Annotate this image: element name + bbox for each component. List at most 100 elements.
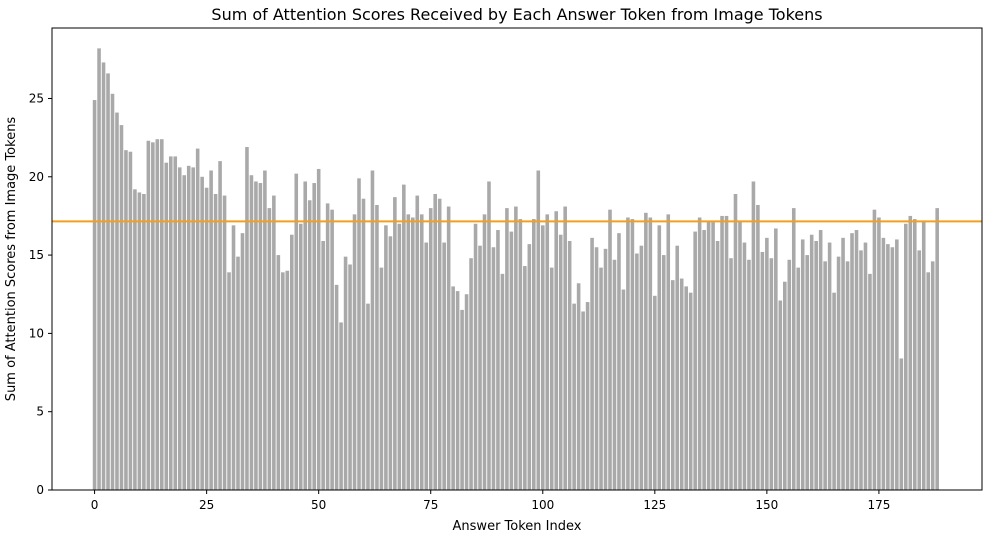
bar-137 bbox=[706, 220, 711, 491]
bar-35 bbox=[249, 175, 254, 490]
bar-95 bbox=[518, 219, 523, 491]
x-tick-label-175: 175 bbox=[867, 498, 890, 512]
bar-158 bbox=[800, 239, 805, 490]
bar-42 bbox=[281, 272, 285, 490]
bar-116 bbox=[612, 259, 617, 490]
bar-29 bbox=[222, 195, 227, 490]
bar-118 bbox=[621, 289, 626, 490]
bar-109 bbox=[581, 311, 585, 490]
bar-19 bbox=[177, 167, 182, 490]
bar-30 bbox=[227, 272, 231, 490]
bar-161 bbox=[814, 240, 818, 490]
bar-138 bbox=[711, 222, 715, 491]
bar-55 bbox=[339, 322, 343, 490]
bar-160 bbox=[809, 234, 814, 490]
bar-141 bbox=[724, 215, 729, 491]
bar-68 bbox=[397, 223, 402, 491]
bar-54 bbox=[334, 284, 339, 490]
y-tick-label-0: 0 bbox=[36, 483, 44, 497]
bar-9 bbox=[133, 189, 137, 490]
bar-17 bbox=[168, 156, 173, 490]
y-axis-label: Sum of Attention Scores from Image Token… bbox=[4, 117, 19, 402]
bar-130 bbox=[675, 245, 680, 490]
bar-127 bbox=[661, 255, 666, 490]
bar-188 bbox=[935, 208, 939, 491]
bar-10 bbox=[137, 192, 142, 490]
bar-36 bbox=[254, 181, 258, 490]
plot-frame bbox=[51, 27, 983, 491]
bar-106 bbox=[567, 240, 572, 490]
bar-38 bbox=[263, 170, 267, 490]
bar-56 bbox=[343, 256, 348, 490]
bar-102 bbox=[549, 267, 554, 490]
bar-129 bbox=[670, 280, 675, 490]
bar-101 bbox=[545, 214, 550, 491]
bar-125 bbox=[653, 295, 657, 490]
bar-76 bbox=[433, 194, 437, 490]
bar-27 bbox=[213, 194, 218, 490]
bar-43 bbox=[285, 270, 290, 490]
bar-52 bbox=[325, 203, 330, 491]
bar-177 bbox=[886, 244, 890, 490]
bar-136 bbox=[702, 230, 706, 491]
x-tick-label-25: 25 bbox=[199, 498, 214, 512]
bar-11 bbox=[142, 194, 146, 490]
x-tick-label-150: 150 bbox=[755, 498, 778, 512]
bar-66 bbox=[388, 236, 393, 490]
bar-114 bbox=[603, 248, 608, 490]
bar-58 bbox=[352, 214, 357, 491]
bar-131 bbox=[679, 278, 684, 490]
x-tick-label-125: 125 bbox=[643, 498, 666, 512]
bar-112 bbox=[594, 247, 599, 490]
bar-154 bbox=[783, 281, 787, 490]
bar-99 bbox=[536, 170, 541, 490]
bar-103 bbox=[554, 211, 559, 491]
bar-173 bbox=[868, 273, 872, 490]
bar-67 bbox=[393, 197, 397, 490]
bar-186 bbox=[926, 272, 931, 490]
bar-94 bbox=[514, 206, 518, 491]
bar-64 bbox=[379, 267, 384, 490]
bar-49 bbox=[312, 183, 316, 490]
bar-51 bbox=[321, 240, 325, 490]
bar-34 bbox=[245, 147, 249, 490]
bar-1 bbox=[97, 48, 101, 491]
bar-63 bbox=[375, 204, 379, 491]
bar-32 bbox=[236, 256, 240, 490]
bar-61 bbox=[366, 303, 370, 490]
bar-20 bbox=[182, 175, 187, 490]
bar-92 bbox=[505, 208, 509, 491]
bar-5 bbox=[115, 112, 119, 490]
bar-132 bbox=[684, 286, 688, 490]
bar-176 bbox=[881, 237, 886, 490]
bar-74 bbox=[424, 242, 429, 490]
bar-45 bbox=[294, 173, 299, 490]
bar-7 bbox=[124, 150, 128, 490]
bar-148 bbox=[756, 204, 760, 491]
bar-183 bbox=[912, 219, 917, 491]
bar-156 bbox=[791, 208, 796, 491]
bar-178 bbox=[890, 247, 895, 490]
bar-184 bbox=[917, 250, 922, 490]
bar-39 bbox=[267, 208, 272, 491]
bar-117 bbox=[617, 233, 621, 491]
bar-182 bbox=[908, 215, 913, 491]
bar-93 bbox=[509, 231, 514, 491]
bar-8 bbox=[128, 151, 133, 490]
bar-123 bbox=[644, 212, 648, 491]
bar-185 bbox=[921, 220, 926, 491]
bar-134 bbox=[693, 231, 697, 491]
bar-0 bbox=[92, 100, 97, 490]
bar-122 bbox=[639, 245, 644, 490]
bar-143 bbox=[733, 194, 738, 490]
bar-149 bbox=[760, 251, 765, 490]
bar-128 bbox=[666, 214, 671, 491]
bar-121 bbox=[635, 253, 639, 490]
bar-175 bbox=[877, 217, 881, 491]
bar-26 bbox=[209, 170, 213, 490]
bar-78 bbox=[442, 242, 446, 490]
bar-144 bbox=[738, 220, 742, 491]
bar-166 bbox=[836, 256, 841, 490]
y-tick-label-15: 15 bbox=[29, 248, 44, 262]
